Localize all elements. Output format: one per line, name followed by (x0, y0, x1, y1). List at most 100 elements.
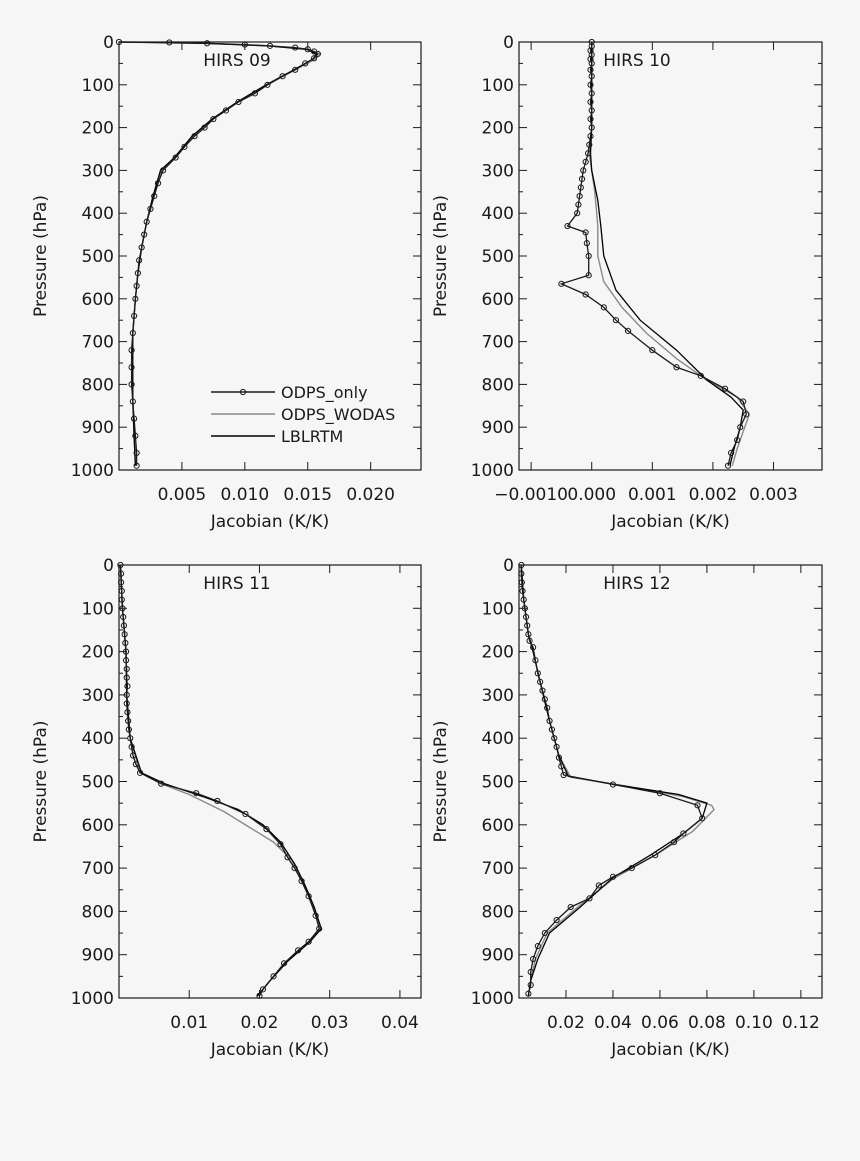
data-point-marker (595, 882, 602, 889)
y-axis-label: Pressure (hPa) (431, 721, 451, 843)
data-point-marker (259, 986, 267, 993)
x-tick-label: 0.02 (241, 1013, 279, 1033)
data-point-marker (680, 830, 687, 837)
data-point-marker (141, 231, 148, 238)
y-tick-label: 1000 (71, 989, 114, 1009)
y-tick-label: 1000 (471, 461, 514, 481)
data-point-marker (737, 424, 744, 431)
data-point-marker (624, 327, 632, 334)
data-point-marker (122, 657, 130, 664)
legend-label: ODPS_WODAS (281, 405, 395, 425)
data-point-marker (128, 364, 135, 371)
data-point-marker (314, 50, 321, 58)
data-point-marker (129, 752, 137, 759)
data-point-marker (699, 815, 706, 822)
data-point-marker (588, 60, 595, 67)
data-point-marker (191, 133, 198, 140)
data-point-marker (587, 66, 594, 73)
data-point-marker (656, 790, 664, 797)
data-point-marker (587, 81, 594, 88)
data-point-marker (302, 60, 309, 67)
series-line-odps_only (119, 564, 320, 997)
panel-title: HIRS 11 (203, 574, 270, 594)
y-tick-label: 300 (82, 686, 114, 706)
data-point-marker (298, 877, 305, 885)
x-tick-label: 0.002 (689, 485, 738, 505)
data-point-marker (649, 347, 656, 354)
y-tick-label: 600 (482, 290, 514, 310)
y-tick-label: 400 (82, 204, 114, 224)
data-point-marker (588, 124, 595, 131)
data-point-marker (587, 115, 594, 123)
data-point-marker (587, 133, 594, 140)
data-point-marker (588, 90, 595, 97)
x-tick-label: 0.003 (749, 485, 798, 505)
y-tick-label: 700 (482, 333, 514, 353)
data-point-marker (652, 852, 659, 859)
data-point-marker (132, 295, 139, 302)
x-tick-label: 0.10 (735, 1013, 773, 1033)
data-point-marker (588, 51, 595, 58)
data-point-marker (125, 717, 132, 724)
x-axis-label: Jacobian (K/K) (210, 1040, 330, 1060)
data-point-marker (143, 218, 150, 225)
y-tick-label: 0 (103, 556, 114, 576)
x-tick-label: 0.04 (381, 1013, 419, 1033)
data-point-marker (577, 184, 584, 191)
y-tick-label: 700 (82, 859, 114, 879)
x-tick-label: 0.005 (158, 485, 207, 505)
y-tick-label: 0 (103, 33, 114, 53)
y-tick-label: 400 (82, 729, 114, 749)
data-point-marker (582, 291, 589, 298)
x-axis-label: Jacobian (K/K) (210, 512, 330, 532)
y-tick-label: 800 (82, 375, 114, 395)
data-point-marker (201, 124, 208, 131)
data-point-marker (210, 115, 217, 123)
y-tick-label: 100 (82, 76, 114, 96)
data-point-marker (724, 462, 732, 469)
legend-label: ODPS_only (281, 383, 368, 403)
data-point-marker (292, 66, 299, 73)
data-point-marker (242, 810, 249, 818)
x-tick-label: −0.0010 (494, 485, 568, 505)
data-point-marker (305, 938, 312, 945)
data-point-marker (734, 436, 741, 444)
data-point-marker (292, 44, 299, 51)
data-point-marker (316, 925, 323, 932)
series-line-odps_wodas (520, 564, 715, 996)
y-tick-label: 1000 (71, 461, 114, 481)
x-axis-label: Jacobian (K/K) (610, 1040, 730, 1060)
y-tick-label: 900 (82, 946, 114, 966)
data-point-marker (740, 398, 747, 405)
y-axis-label: Pressure (hPa) (31, 195, 51, 317)
data-point-marker (304, 46, 311, 53)
data-point-marker (129, 329, 136, 337)
x-tick-label: 0.000 (567, 485, 616, 505)
data-point-marker (628, 865, 635, 872)
data-point-marker (582, 229, 589, 236)
x-tick-label: 0.010 (220, 485, 269, 505)
data-point-marker (118, 579, 125, 586)
data-point-marker (586, 141, 593, 148)
y-tick-label: 800 (82, 902, 114, 922)
series-line-lblrtm (118, 41, 318, 466)
data-point-marker (587, 98, 594, 106)
data-point-marker (133, 462, 140, 469)
data-point-marker (166, 39, 173, 46)
data-point-marker (574, 210, 581, 217)
data-point-marker (588, 107, 595, 114)
y-tick-label: 700 (482, 859, 514, 879)
x-tick-label: 0.06 (641, 1013, 679, 1033)
data-point-marker (534, 942, 541, 950)
chart-panel-1: 0 100 200 300 400 500 600 700 800 900 1000 0.005 0.0… (31, 33, 422, 532)
y-tick-label: 0 (503, 556, 514, 576)
y-tick-label: 600 (82, 816, 114, 836)
data-point-marker (670, 839, 678, 846)
data-point-marker (120, 622, 128, 629)
data-point-marker (600, 304, 607, 311)
data-point-marker (527, 981, 534, 989)
series-line-lblrtm (589, 42, 744, 466)
data-point-marker (526, 637, 533, 644)
data-point-marker (136, 257, 143, 264)
series-line-odps_only (118, 41, 319, 466)
